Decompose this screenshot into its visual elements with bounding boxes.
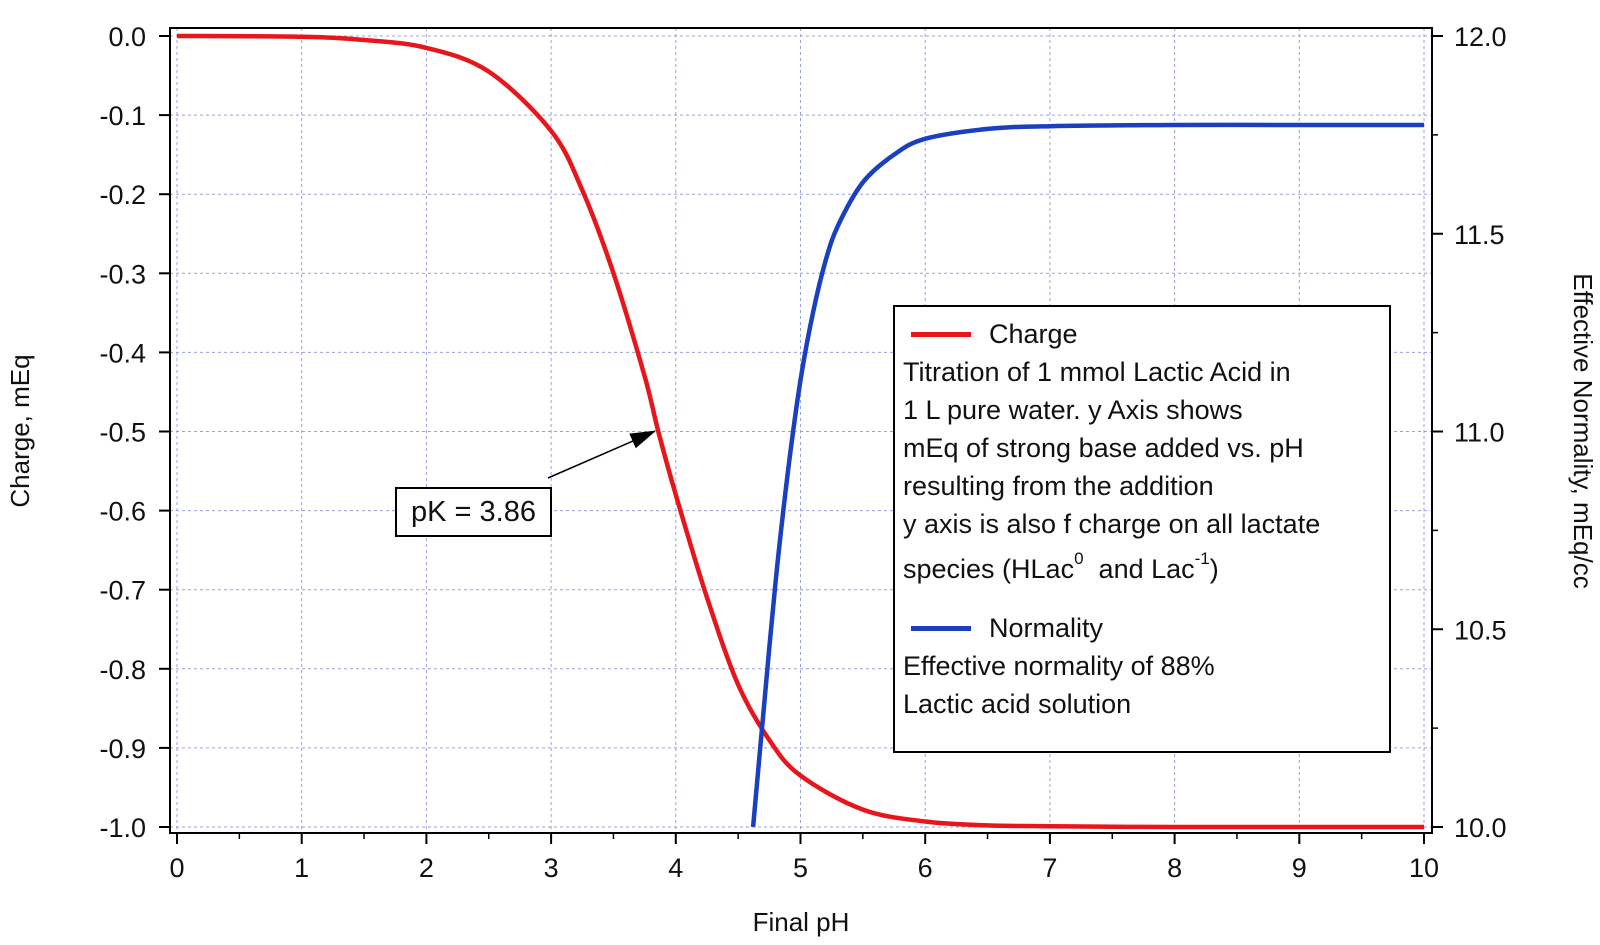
pk-annotation-text: pK = 3.86 [411,495,536,528]
x-tick-label: 5 [793,853,808,883]
y-left-tick-label: -0.7 [99,576,146,606]
legend-entry-normality: Normality [903,609,1383,647]
legend-charge-desc-line: mEq of strong base added vs. pH [903,433,1304,463]
legend-swatch-charge [911,331,971,337]
y-left-tick-label: -0.1 [99,101,146,131]
species-sup-1: -1 [1194,549,1210,568]
x-tick-label: 8 [1167,853,1182,883]
series-line-charge [176,33,1424,830]
y-left-tick-label: -0.9 [99,734,146,764]
y-axis-right-title: Effective Normality, mEq/cc [1568,273,1598,588]
pk-annotation-arrow [547,430,657,479]
y-right-tick-label: 10.0 [1454,813,1507,843]
y-left-tick-label: -0.2 [99,180,146,210]
legend-charge-desc-line: 1 L pure water. y Axis shows [903,395,1243,425]
legend-swatch-normality [911,625,971,631]
x-tick-label: 0 [169,853,184,883]
y-right-tick-label: 11.5 [1454,220,1505,250]
legend-charge-desc-line: resulting from the addition [903,471,1214,501]
y-left-tick-label: 0.0 [108,22,146,52]
x-tick-label: 1 [294,853,309,883]
x-tick-label: 10 [1409,853,1439,883]
y-left-tick-label: -0.4 [99,338,146,368]
x-tick-label: 4 [668,853,683,883]
series-line-normality [750,122,1424,828]
x-axis: 0 1 2 3 4 5 6 7 8 9 10 [169,833,1439,883]
pk-arrow-line [547,438,637,479]
legend-label-charge: Charge [989,319,1078,349]
x-tick-label: 9 [1292,853,1307,883]
legend-normality-desc-line: Lactic acid solution [903,689,1132,719]
y-left-tick-label: -1.0 [99,813,146,843]
species-text-b: and Lac [1083,554,1195,584]
y-axis-right: 12.0 11.5 11.0 10.5 10.0 [1432,22,1507,843]
y-left-tick-label: -0.8 [99,655,146,685]
pk-annotation-label: pK = 3.86 [395,487,552,537]
species-sup-0: 0 [1074,549,1084,568]
y-axis-left: 0.0 -0.1 -0.2 -0.3 -0.4 -0.5 -0.6 -0.7 -0.8 -0.9 -… [99,22,170,843]
legend-label-normality: Normality [989,613,1104,643]
legend-charge-desc-line: y axis is also f charge on all lactate [903,509,1321,539]
x-tick-label: 6 [918,853,933,883]
legend-charge-desc-line: Titration of 1 mmol Lactic Acid in [903,357,1291,387]
legend: Charge Titration of 1 mmol Lactic Acid i… [893,305,1391,753]
species-text-a: species (HLac [903,554,1075,584]
legend-entry-charge: Charge [903,315,1383,353]
y-right-tick-label: 12.0 [1454,22,1507,52]
x-axis-title: Final pH [753,907,850,937]
y-left-tick-label: -0.5 [99,418,146,448]
series-layer [176,33,1424,830]
y-left-tick-label: -0.6 [99,497,146,527]
x-tick-label: 3 [544,853,559,883]
pk-arrow-head [629,430,657,449]
y-axis-left-title: Charge, mEq [5,354,35,507]
legend-charge-desc-species: species (HLac0 and Lac-1) [903,543,1383,589]
x-tick-label: 2 [419,853,434,883]
species-text-c: ) [1209,554,1219,584]
legend-normality-desc-line: Effective normality of 88% [903,651,1215,681]
y-right-tick-label: 10.5 [1454,615,1507,645]
x-tick-label: 7 [1042,853,1057,883]
y-right-tick-label: 11.0 [1454,418,1505,448]
y-left-tick-label: -0.3 [99,259,146,289]
